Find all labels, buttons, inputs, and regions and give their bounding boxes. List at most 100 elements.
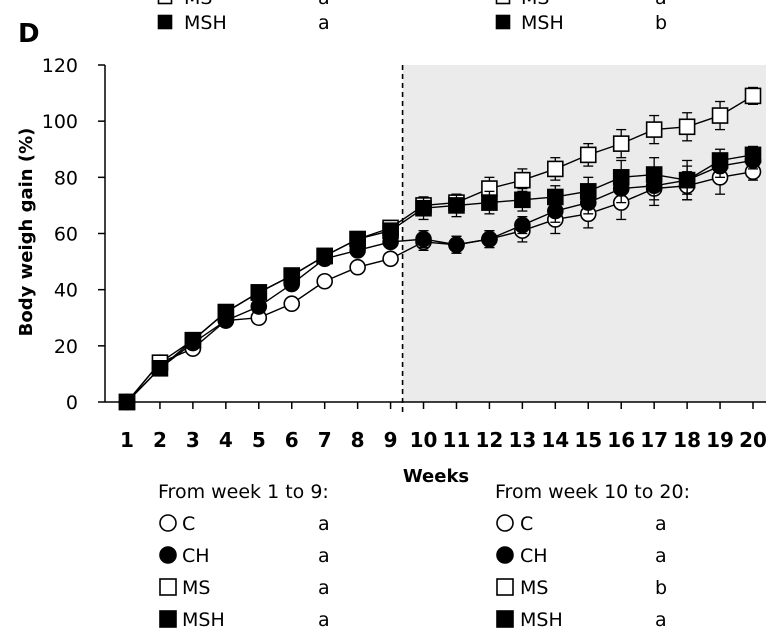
x-tick-label: 18	[673, 428, 701, 452]
legend-series-label: MSH	[520, 609, 563, 631]
data-point	[579, 146, 597, 164]
legend-series-label: MS	[520, 577, 548, 599]
y-tick-label: 120	[42, 55, 78, 77]
y-tick-label: 40	[54, 280, 78, 302]
data-point	[678, 171, 696, 189]
msh-legend-marker	[496, 610, 514, 628]
data-point	[283, 295, 301, 313]
x-axis-ticks: 1 2 3 4 5 6 7 8 9 10 11 12 13 14 15 16 17 18 19 20	[120, 402, 767, 452]
data-point	[678, 118, 696, 136]
top-legend-series-label: MS	[521, 0, 549, 9]
x-tick-label: 1	[120, 428, 134, 452]
legend-group-heading: From week 1 to 9:	[158, 481, 329, 503]
data-point	[349, 258, 366, 276]
data-point	[744, 87, 762, 105]
ch-legend-marker	[496, 546, 514, 564]
top-legend-series-label: MSH	[521, 12, 564, 34]
legend-series-label: C	[182, 513, 195, 535]
legend-group-heading: From week 10 to 20:	[495, 481, 690, 503]
top-legend-series-label: MSH	[184, 12, 227, 34]
x-tick-label: 19	[706, 428, 734, 452]
ms-legend-marker	[495, 0, 511, 5]
data-point	[744, 146, 762, 164]
data-point	[250, 298, 268, 315]
c-legend-marker	[159, 514, 177, 532]
panel-label: D	[18, 19, 40, 49]
data-point	[151, 359, 169, 377]
data-point	[645, 121, 663, 138]
data-point	[316, 272, 333, 290]
ms-legend-marker	[496, 578, 514, 596]
data-point	[448, 197, 465, 214]
x-tick-label: 13	[508, 428, 536, 452]
legend-significance-letter: a	[655, 609, 667, 631]
x-tick-label: 10	[410, 428, 438, 452]
y-tick-label: 80	[54, 167, 78, 189]
data-point	[645, 166, 663, 183]
data-point	[250, 284, 268, 301]
data-point	[217, 303, 235, 321]
shaded-region	[402, 65, 766, 402]
data-point	[711, 107, 729, 124]
legend-significance-letter: a	[655, 513, 667, 535]
legend-significance-letter: a	[655, 545, 667, 567]
bottom-legend: From week 1 to 9: C a CH a MS a MSH a From week 1…	[158, 481, 690, 631]
data-point	[481, 194, 498, 211]
data-point	[514, 191, 531, 209]
y-axis-title: Body weigh gain (%)	[16, 128, 37, 337]
legend-group: From week 1 to 9: C a CH a MS a MSH a	[158, 481, 330, 631]
data-point	[711, 152, 729, 169]
x-tick-label: 3	[186, 428, 200, 452]
msh-legend-marker	[159, 610, 177, 628]
data-point	[283, 267, 301, 284]
legend-significance-letter: a	[318, 577, 330, 599]
data-point	[612, 169, 630, 186]
data-point	[349, 230, 366, 248]
top-legend-letter: b	[655, 12, 667, 34]
data-point	[382, 222, 399, 239]
data-point	[316, 247, 333, 265]
x-tick-label: 6	[285, 428, 299, 452]
x-tick-label: 5	[252, 428, 266, 452]
c-legend-marker	[496, 514, 514, 532]
y-axis-ticks: 0 20 40 60 80 100 120	[42, 55, 105, 414]
x-tick-label: 4	[219, 428, 233, 452]
legend-significance-letter: b	[655, 577, 667, 599]
x-tick-label: 11	[443, 428, 471, 452]
legend-series-label: CH	[520, 545, 548, 567]
x-tick-label: 16	[607, 428, 635, 452]
data-point	[415, 199, 432, 217]
data-point	[547, 188, 564, 206]
y-tick-label: 100	[42, 111, 78, 133]
top-legend-letter: a	[318, 0, 330, 9]
legend-series-label: CH	[182, 545, 210, 567]
x-tick-label: 17	[640, 428, 668, 452]
data-point	[481, 230, 498, 248]
legend-series-label: MS	[182, 577, 210, 599]
legend-significance-letter: a	[318, 609, 330, 631]
data-point	[579, 183, 597, 200]
legend-group: From week 10 to 20: C a CH a MS b MSH a	[495, 481, 690, 631]
data-point	[118, 393, 136, 411]
x-tick-label: 15	[574, 428, 602, 452]
y-tick-label: 20	[54, 336, 78, 358]
y-tick-label: 0	[66, 392, 78, 414]
data-point	[184, 331, 202, 349]
legend-significance-letter: a	[318, 545, 330, 567]
data-point	[547, 160, 564, 178]
series-msh	[118, 145, 762, 411]
y-tick-label: 60	[54, 224, 78, 246]
ms-legend-marker	[159, 578, 177, 596]
ch-legend-marker	[159, 546, 177, 564]
x-axis-title: Weeks	[403, 466, 469, 487]
top-legend-letter: a	[655, 0, 667, 9]
msh-legend-marker	[495, 14, 511, 30]
top-legend-series-label: MS	[184, 0, 212, 9]
x-tick-label: 12	[475, 428, 503, 452]
data-point	[514, 171, 531, 189]
top-legend-letter: a	[318, 12, 330, 34]
series-layer	[118, 86, 762, 411]
data-point	[514, 216, 531, 234]
data-point	[415, 230, 432, 248]
msh-legend-marker	[157, 14, 173, 30]
